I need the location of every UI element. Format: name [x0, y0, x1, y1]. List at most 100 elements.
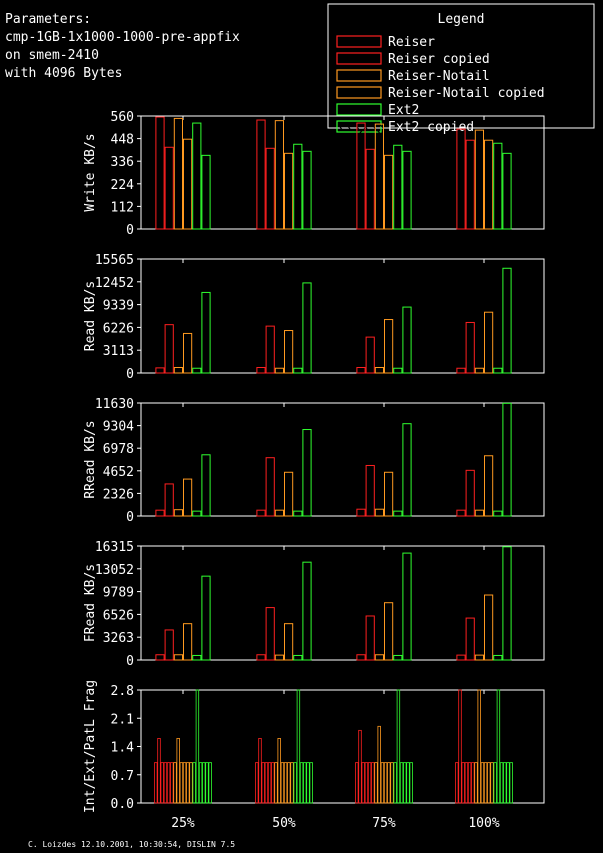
- y-tick-label: 9304: [103, 420, 134, 435]
- bar-reiser-25: [160, 762, 164, 804]
- bar-ext2-copied-75: [402, 423, 412, 517]
- legend-label-reiser-notail: Reiser-Notail: [388, 69, 490, 84]
- bar-reiser-notail-100: [474, 762, 478, 804]
- bar-reiser-notail-copied-50: [284, 623, 294, 661]
- bar-reiser-50: [255, 762, 259, 804]
- x-tick-label: 50%: [272, 816, 296, 831]
- plot-frame: [140, 545, 545, 661]
- bar-reiser-notail-100: [474, 509, 484, 517]
- bar-ext2-100: [496, 689, 501, 804]
- bar-reiser-notail-75: [374, 508, 384, 517]
- x-tick-label: 75%: [372, 816, 396, 831]
- panel-int-ext-patl-frag: 0.0 0.7 1.4 2.1 2.8 Int/Ext/PatL Frag: [83, 680, 545, 813]
- bar-reiser-notail-copied-50: [290, 762, 294, 804]
- y-tick-label: 0: [126, 654, 134, 669]
- bar-ext2-100: [493, 654, 503, 661]
- parameters-machine: on smem-2410: [5, 48, 99, 63]
- bar-ext2-copied-100: [503, 762, 507, 804]
- x-tick-label: 25%: [171, 816, 195, 831]
- bar-reiser-25: [155, 367, 165, 374]
- bar-reiser-copied-25: [164, 146, 174, 230]
- y-tick-label: 13052: [95, 563, 134, 578]
- y-tick-label: 16315: [95, 540, 134, 555]
- bar-reiser-50: [256, 654, 266, 661]
- legend-label-reiser-notail-copied: Reiser-Notail copied: [388, 86, 545, 101]
- bar-ext2-copied-25: [201, 575, 211, 661]
- bar-reiser-copied-100: [465, 469, 475, 517]
- bar-ext2-75: [393, 367, 403, 374]
- bar-reiser-notail-copied-50: [284, 330, 294, 374]
- panel-read-kb-s: 0 3113 6226 9339 12452 15565 Read KB/s: [83, 253, 545, 382]
- bar-ext2-copied-50: [306, 762, 310, 804]
- bar-ext2-25: [192, 510, 202, 517]
- legend-entry-reiser: Reiser: [336, 35, 435, 50]
- bar-reiser-notail-copied-50: [283, 762, 288, 804]
- y-tick-label: 224: [111, 178, 135, 193]
- bar-reiser-notail-50: [274, 367, 284, 374]
- bar-reiser-notail-copied-100: [484, 594, 494, 661]
- y-tick-label: 4652: [103, 465, 134, 480]
- bar-reiser-notail-50: [274, 509, 284, 517]
- bar-ext2-25: [192, 654, 202, 661]
- bar-reiser-copied-100: [465, 321, 475, 374]
- y-tick-label: 12452: [95, 276, 134, 291]
- y-axis-label: Write KB/s: [83, 133, 98, 211]
- legend-entry-reiser-notail: Reiser-Notail: [336, 69, 490, 84]
- bar-reiser-copied-25: [164, 629, 174, 661]
- legend-swatch-reiser: [336, 35, 382, 48]
- y-tick-label: 9789: [103, 586, 134, 601]
- bar-reiser-notail-copied-25: [183, 138, 193, 230]
- bar-reiser-notail-copied-100: [487, 762, 491, 804]
- bar-reiser-copied-25: [164, 324, 174, 374]
- footer-credit: C. Loizdes 12.10.2001, 10:30:54, DISLIN …: [28, 840, 235, 849]
- bar-reiser-copied-75: [371, 762, 375, 804]
- bar-reiser-notail-copied-75: [384, 602, 394, 661]
- plot-frame: [140, 258, 545, 374]
- panel-fread-kb-s: 0 3263 6526 9789 13052 16315 FRead KB/s: [83, 540, 545, 669]
- panel-write-kb-s: 0 112 224 336 448 560 Write KB/s: [83, 110, 545, 238]
- bar-ext2-50: [296, 689, 301, 804]
- bar-ext2-copied-75: [409, 762, 413, 804]
- bar-ext2-copied-50: [302, 429, 312, 517]
- bar-reiser-notail-75: [377, 725, 381, 804]
- bar-ext2-copied-25: [208, 762, 212, 804]
- bar-reiser-notail-25: [179, 762, 184, 804]
- parameters-title: Parameters:: [5, 12, 91, 27]
- bar-reiser-notail-copied-25: [182, 762, 187, 804]
- y-axis-label: Int/Ext/PatL Frag: [83, 680, 98, 813]
- y-tick-label: 6526: [103, 608, 134, 623]
- bar-reiser-copied-100: [464, 762, 469, 804]
- y-tick-label: 448: [111, 133, 134, 148]
- bar-reiser-notail-copied-25: [183, 478, 193, 517]
- bar-reiser-copied-25: [163, 762, 168, 804]
- bar-reiser-copied-75: [364, 762, 369, 804]
- bar-reiser-notail-copied-100: [484, 139, 494, 230]
- bar-ext2-copied-75: [402, 552, 412, 661]
- bar-reiser-25: [155, 509, 165, 517]
- bar-ext2-100: [493, 510, 503, 517]
- bar-reiser-50: [256, 509, 266, 517]
- bar-reiser-25: [154, 762, 158, 804]
- bar-ext2-copied-25: [202, 762, 206, 804]
- bar-reiser-notail-100: [477, 689, 481, 804]
- plot-frame: [140, 115, 545, 230]
- bar-reiser-100: [455, 762, 459, 804]
- bar-reiser-notail-copied-25: [183, 332, 193, 374]
- bar-reiser-notail-copied-100: [484, 455, 494, 517]
- bar-reiser-50: [256, 367, 266, 374]
- legend-swatch-ext2: [336, 103, 382, 116]
- bar-ext2-50: [293, 143, 303, 230]
- bar-reiser-notail-copied-100: [483, 762, 488, 804]
- bar-reiser-100: [456, 654, 466, 661]
- bar-reiser-100: [456, 509, 466, 517]
- legend-swatch-reiser-notail-copied: [336, 86, 382, 99]
- parameters-block: Parameters: cmp-1GB-1x1000-1000-pre-appf…: [5, 12, 240, 81]
- bar-reiser-notail-copied-75: [387, 762, 391, 804]
- bar-ext2-copied-25: [201, 291, 211, 374]
- parameters-test-name: cmp-1GB-1x1000-1000-pre-appfix: [5, 30, 240, 45]
- bar-reiser-notail-50: [274, 120, 284, 230]
- bar-ext2-75: [393, 510, 403, 517]
- bar-ext2-copied-100: [502, 152, 512, 230]
- bar-ext2-100: [493, 142, 503, 230]
- bar-ext2-75: [399, 762, 404, 804]
